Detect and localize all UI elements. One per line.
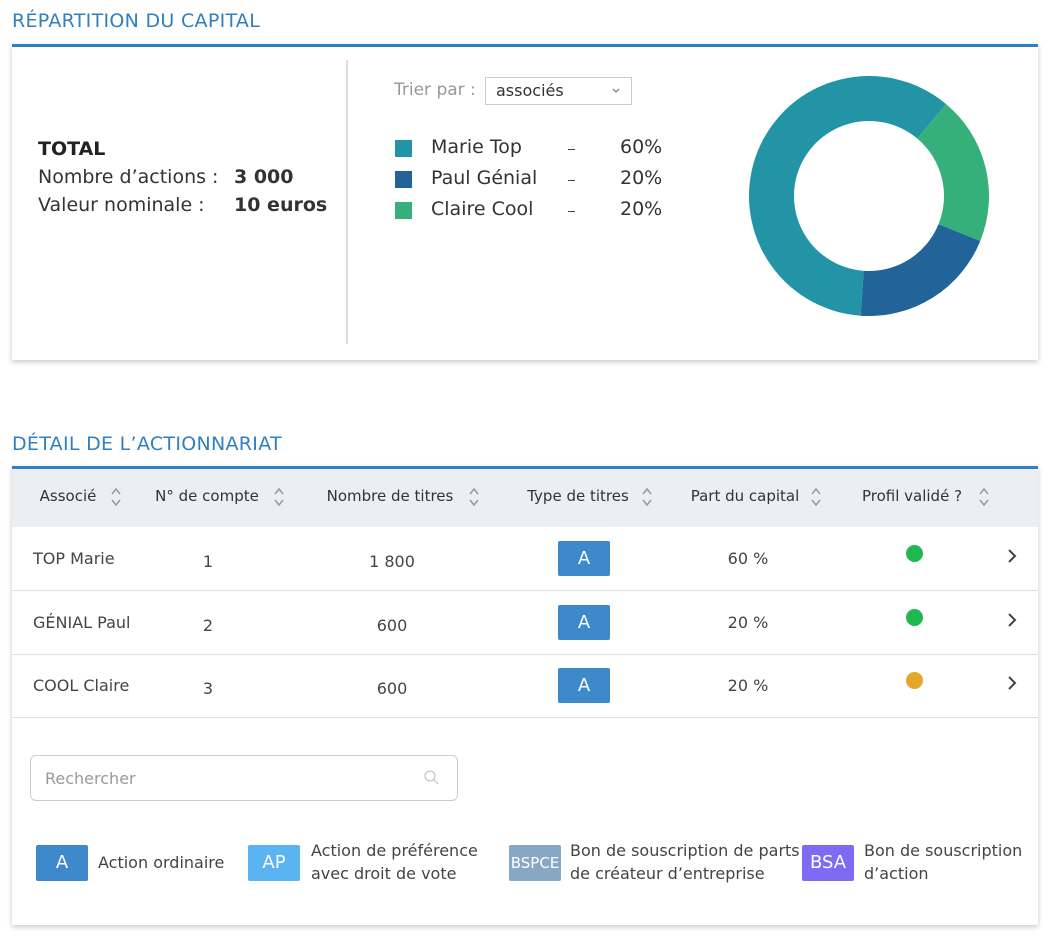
key-text: avec droit de vote [311, 864, 457, 883]
row-chevron[interactable] [1007, 675, 1017, 691]
sort-icon[interactable] [978, 486, 990, 508]
sort-arrows [274, 487, 284, 507]
sort-icon[interactable] [110, 486, 122, 508]
legend-dash [568, 149, 575, 150]
sort-icon[interactable] [273, 486, 285, 508]
legend-label: Marie Top [431, 136, 522, 158]
chevron [1008, 612, 1017, 627]
status-dot [906, 672, 923, 689]
legend-label: Paul Génial [431, 167, 538, 189]
sort-arrows [642, 487, 652, 507]
key-text: Bon de souscription de parts [570, 841, 800, 860]
shares-label: Nombre d’actions : [38, 166, 219, 188]
donut-segment [749, 76, 947, 316]
nominal-label: Valeur nominale : [38, 194, 205, 216]
sort-arrows [469, 487, 479, 507]
caret [612, 88, 620, 93]
key-badge: AP [248, 845, 300, 881]
cell-associe: COOL Claire [33, 676, 130, 695]
divider [346, 60, 348, 344]
cell-compte: 2 [202, 615, 214, 635]
sort-arrows [979, 487, 989, 507]
column-header: N° de compte [155, 487, 259, 505]
row-chevron[interactable] [1007, 548, 1017, 564]
total-label: TOTAL [38, 138, 106, 160]
shares-value: 3 000 [234, 166, 294, 188]
table-header [12, 469, 1038, 527]
cell-part: 20 % [727, 612, 769, 632]
search-icon [424, 770, 439, 785]
sort-arrows [811, 487, 821, 507]
section-title: RÉPARTITION DU CAPITAL [12, 10, 261, 32]
row-chevron[interactable] [1007, 612, 1017, 628]
chevron [1008, 549, 1017, 563]
column-header: Part du capital [690, 487, 800, 505]
cell-titres: 1 800 [369, 552, 415, 571]
key-badge: BSA [802, 845, 854, 881]
key-text: d’action [864, 864, 929, 883]
sort-icon[interactable] [641, 486, 653, 508]
donut-segment [917, 104, 990, 241]
status-dot [906, 545, 923, 562]
sort-value: associés [496, 81, 564, 100]
type-badge: A [558, 604, 610, 640]
sort-icon[interactable] [468, 486, 480, 508]
cell-compte: 3 [202, 679, 214, 698]
sort-select[interactable]: associés [485, 77, 632, 105]
legend-swatch [395, 140, 412, 157]
column-header: Profil validé ? [861, 487, 963, 505]
table-row [12, 591, 1038, 655]
donut-chart [749, 76, 990, 316]
section-title: DÉTAIL DE L’ACTIONNARIAT [12, 433, 282, 455]
sort-arrows [111, 487, 121, 507]
column-header: Type de titres [527, 487, 629, 505]
key-text: de créateur d’entreprise [570, 864, 765, 883]
cell-compte: 1 [202, 552, 214, 571]
cell-part: 60 % [727, 549, 769, 568]
nominal-value: 10 euros [234, 194, 328, 216]
chevron [1008, 676, 1017, 690]
key-text: Bon de souscription [864, 841, 1023, 860]
cell-titres: 600 [376, 679, 408, 698]
cell-titres: 600 [376, 615, 408, 635]
legend-value: 60% [620, 136, 663, 158]
legend-value: 20% [620, 198, 663, 220]
search-placeholder: Rechercher [45, 769, 136, 788]
column-header: Associé [39, 487, 97, 505]
cell-associe: GÉNIAL Paul [33, 612, 131, 632]
legend-swatch [395, 171, 412, 188]
type-badge: A [558, 668, 610, 703]
donut-segment [860, 224, 981, 316]
legend-value: 20% [620, 167, 663, 189]
column-header: Nombre de titres [326, 487, 454, 505]
key-badge: BSPCE [509, 845, 561, 881]
type-badge: A [558, 541, 610, 576]
table-row [12, 654, 1038, 718]
sort-icon[interactable] [810, 486, 822, 508]
legend-swatch [395, 202, 412, 219]
legend-label: Claire Cool [431, 198, 534, 220]
status-dot [906, 608, 923, 626]
key-text: Action ordinaire [98, 853, 225, 872]
search-box[interactable]: Rechercher [30, 755, 458, 801]
cell-associe: TOP Marie [33, 549, 115, 568]
key-text: Action de préférence [311, 841, 478, 860]
cell-part: 20 % [727, 676, 769, 695]
table-row [12, 527, 1038, 591]
legend-dash [568, 180, 575, 181]
key-badge: A [36, 845, 88, 881]
legend-dash [568, 211, 575, 212]
sort-label: Trier par : [394, 80, 476, 100]
